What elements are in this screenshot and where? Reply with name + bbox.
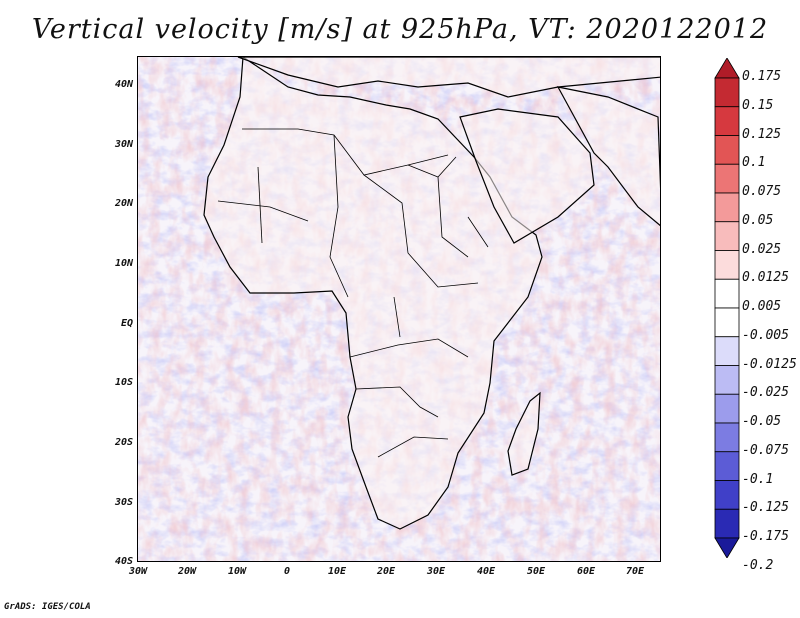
colorbar-segment: [714, 278, 740, 309]
lon-label-10w: 10W: [227, 566, 247, 577]
colorbar-label: -0.05: [742, 414, 782, 429]
lat-label-eq: EQ: [120, 318, 133, 329]
colorbar-label: 0.175: [742, 69, 782, 84]
lon-label-0: 0: [283, 566, 291, 577]
colorbar-label: 0.125: [742, 126, 782, 142]
colorbar-segment: [714, 336, 740, 366]
lon-label-40e: 40E: [476, 566, 496, 577]
colorbar-label: -0.1: [742, 471, 774, 487]
lon-label-70e: 70E: [625, 566, 645, 577]
colorbar: [714, 58, 740, 558]
colorbar-label: -0.125: [742, 500, 789, 516]
colorbar-label: 0.15: [742, 97, 774, 113]
colorbar-label: 0.0125: [742, 270, 789, 286]
colorbar-label: -0.0125: [742, 356, 797, 372]
colorbar-top-arrow: [714, 58, 740, 79]
velocity-field: [138, 57, 660, 561]
lat-label-30n: 30N: [114, 139, 133, 150]
lon-label-50e: 50E: [526, 566, 546, 577]
country-borders: [217, 128, 489, 458]
footer-credit: GrADS: IGES/COLA: [4, 602, 91, 612]
colorbar-label: 0.025: [742, 241, 782, 257]
colorbar-label: 0.05: [742, 212, 774, 228]
colorbar-bottom-arrow: [714, 537, 740, 558]
colorbar-label: 0.005: [742, 299, 782, 314]
colorbar-segment: [714, 508, 740, 539]
colorbar-segment: [714, 365, 740, 395]
lon-label-60e: 60E: [576, 566, 596, 577]
lon-label-20e: 20E: [376, 566, 396, 577]
lat-label-20s: 20S: [114, 437, 133, 448]
colorbar-segment: [714, 393, 740, 424]
lon-label-30w: 30W: [128, 566, 148, 577]
colorbar-segment: [714, 307, 740, 338]
colorbar-label: -0.075: [742, 442, 789, 458]
colorbar-label: -0.175: [742, 529, 789, 544]
colorbar-label: 0.075: [742, 184, 782, 199]
colorbar-segment: [714, 221, 740, 251]
colorbar-segment: [714, 480, 740, 510]
lat-label-40s: 40S: [114, 556, 133, 567]
colorbar-segment: [714, 451, 740, 481]
lat-label-40n: 40N: [114, 79, 133, 90]
lon-label-20w: 20W: [177, 566, 197, 577]
colorbar-segment: [714, 106, 740, 136]
lon-label-30e: 30E: [426, 566, 446, 577]
map-plot-area: [137, 56, 661, 562]
lat-label-10s: 10S: [114, 377, 133, 388]
colorbar-segment: [714, 192, 740, 223]
colorbar-segment: [714, 163, 740, 194]
colorbar-segment: [714, 250, 740, 280]
colorbar-segment: [714, 77, 740, 108]
map-title: Vertical velocity [m/s] at 925hPa, VT: 2…: [31, 14, 769, 45]
colorbar-label: -0.005: [742, 327, 789, 343]
colorbar-segment: [714, 135, 740, 165]
colorbar-label: 0.1: [742, 155, 766, 171]
colorbar-segment: [714, 422, 740, 453]
colorbar-label: -0.2: [742, 557, 774, 573]
lon-label-10e: 10E: [327, 566, 347, 577]
lat-label-10n: 10N: [114, 258, 133, 269]
colorbar-label: -0.025: [742, 385, 789, 401]
lat-label-20n: 20N: [114, 198, 133, 209]
land-outline: [203, 57, 660, 530]
lat-label-30s: 30S: [114, 497, 133, 508]
